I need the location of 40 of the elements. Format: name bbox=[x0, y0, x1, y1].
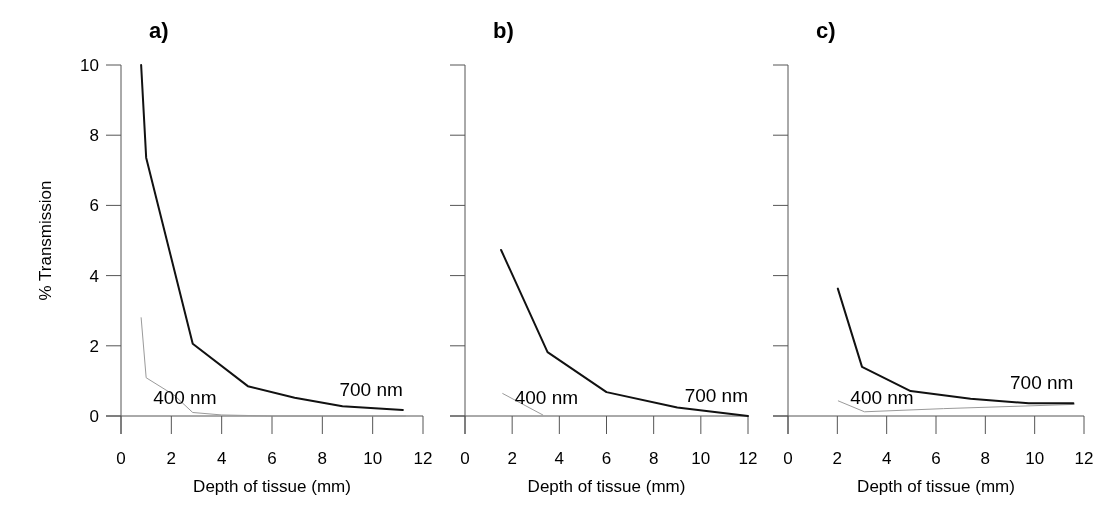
series-label: 400 nm bbox=[514, 387, 579, 408]
y-tick-label: 4 bbox=[89, 266, 99, 286]
x-tick-label: 2 bbox=[166, 449, 177, 468]
x-tick-label: 4 bbox=[554, 449, 565, 468]
x-tick-label: 2 bbox=[832, 449, 843, 468]
x-axis-title: Depth of tissue (mm) bbox=[193, 477, 351, 496]
x-tick-label: 6 bbox=[601, 449, 612, 468]
x-tick-label: 8 bbox=[980, 449, 991, 468]
x-tick-label: 0 bbox=[460, 449, 470, 468]
y-tick-label: 10 bbox=[80, 55, 99, 75]
x-tick-label: 0 bbox=[783, 449, 793, 468]
x-tick-label: 8 bbox=[648, 449, 659, 468]
chart-title: c) bbox=[816, 18, 836, 43]
series-label: 400 nm bbox=[153, 387, 217, 408]
y-tick-label: 2 bbox=[89, 336, 99, 356]
series-label: 700 nm bbox=[684, 385, 748, 406]
x-tick-label: 10 bbox=[691, 449, 711, 468]
x-tick-label: 2 bbox=[507, 449, 517, 468]
y-tick-label: 6 bbox=[89, 196, 99, 216]
series-label: 700 nm bbox=[1010, 372, 1074, 394]
x-tick-label: 6 bbox=[931, 449, 941, 468]
x-tick-label: 12 bbox=[413, 449, 433, 468]
x-tick-label: 4 bbox=[216, 449, 227, 468]
x-tick-label: 10 bbox=[1025, 449, 1045, 468]
x-tick-label: 12 bbox=[738, 449, 758, 468]
x-tick-label: 8 bbox=[317, 449, 328, 468]
chart-title: a) bbox=[149, 18, 169, 43]
x-tick-label: 6 bbox=[267, 449, 277, 468]
x-axis-title: Depth of tissue (mm) bbox=[857, 477, 1015, 496]
x-axis-title: Depth of tissue (mm) bbox=[527, 477, 686, 496]
y-tick-label: 0 bbox=[89, 406, 99, 426]
series-label: 700 nm bbox=[339, 379, 403, 401]
chart-title: b) bbox=[493, 18, 514, 43]
y-tick-label: 8 bbox=[89, 126, 99, 146]
x-tick-label: 0 bbox=[116, 449, 126, 468]
x-tick-label: 4 bbox=[881, 449, 892, 468]
y-axis-title: % Transmission bbox=[36, 180, 55, 301]
x-tick-label: 12 bbox=[1074, 449, 1094, 468]
x-tick-label: 10 bbox=[363, 449, 383, 468]
series-label: 400 nm bbox=[850, 387, 914, 408]
